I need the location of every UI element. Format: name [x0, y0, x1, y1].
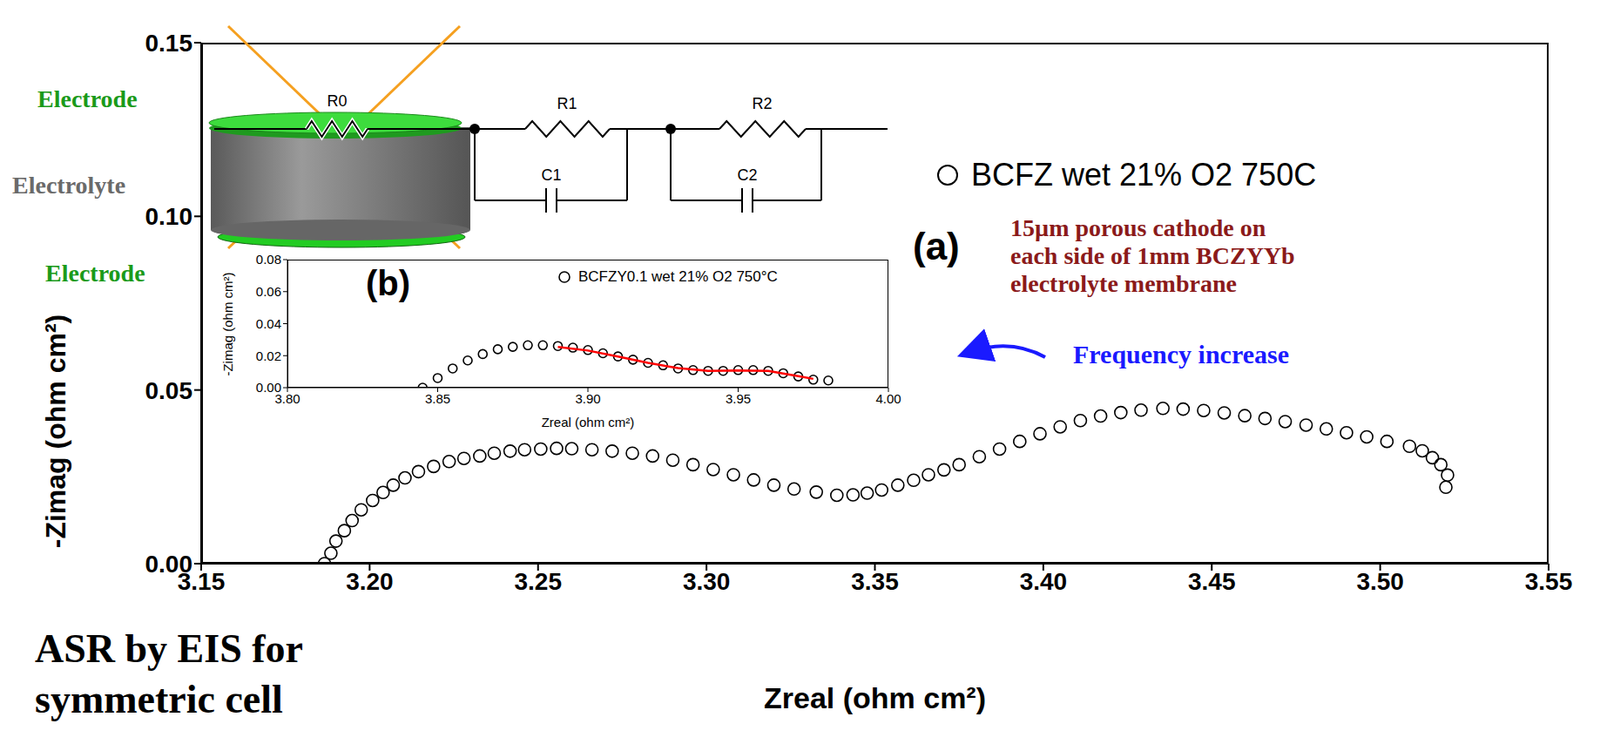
svg-text:R1: R1	[556, 94, 577, 113]
svg-text:3.45: 3.45	[1188, 567, 1236, 595]
svg-text:0.15: 0.15	[145, 29, 194, 57]
svg-text:R0: R0	[326, 92, 347, 110]
html-text:Zreal (ohm cm²): Zreal (ohm cm²)	[541, 414, 635, 430]
svg-text:C1: C1	[540, 166, 561, 184]
html-text:ASR by EIS for: ASR by EIS for	[34, 626, 304, 671]
svg-text:3.40: 3.40	[1019, 567, 1068, 595]
html-text:15µm porous cathode on: 15µm porous cathode on	[1010, 214, 1266, 242]
svg-text:0.02: 0.02	[256, 348, 282, 364]
html-text:each side of 1mm BCZYYb: each side of 1mm BCZYYb	[1010, 242, 1295, 270]
html-text:Electrolyte: Electrolyte	[12, 171, 126, 199]
svg-text:0.10: 0.10	[145, 202, 194, 230]
svg-text:3.95: 3.95	[725, 391, 751, 406]
svg-text:3.85: 3.85	[425, 391, 451, 406]
html-text:BCFZY0.1 wet 21% O2 750°C: BCFZY0.1 wet 21% O2 750°C	[578, 268, 778, 285]
svg-text:C2: C2	[736, 166, 757, 184]
svg-text:0.00: 0.00	[145, 550, 194, 578]
svg-text:3.55: 3.55	[1525, 567, 1573, 595]
html-text:-Zimag (ohm cm²): -Zimag (ohm cm²)	[40, 314, 72, 549]
svg-text:3.35: 3.35	[850, 567, 899, 595]
svg-text:3.30: 3.30	[682, 567, 731, 595]
svg-text:0.00: 0.00	[256, 379, 282, 395]
svg-text:3.25: 3.25	[514, 567, 563, 595]
svg-text:0.08: 0.08	[256, 251, 282, 267]
html-text:(a): (a)	[912, 224, 960, 268]
svg-text:3.50: 3.50	[1356, 567, 1405, 595]
svg-text:4.00: 4.00	[875, 391, 901, 406]
html-text:Zreal (ohm cm²): Zreal (ohm cm²)	[763, 681, 986, 715]
html-text:Electrode: Electrode	[45, 259, 146, 287]
html-text:electrolyte membrane: electrolyte membrane	[1010, 270, 1237, 298]
html-text:symmetric cell: symmetric cell	[34, 676, 283, 722]
svg-text:3.80: 3.80	[274, 390, 301, 406]
html-text:Frequency increase: Frequency increase	[1073, 339, 1290, 369]
html-text:(b): (b)	[365, 263, 411, 303]
svg-text:3.15: 3.15	[177, 567, 226, 595]
svg-text:0.05: 0.05	[145, 377, 194, 405]
html-text:Electrode: Electrode	[37, 85, 138, 113]
svg-text:R2: R2	[751, 94, 772, 113]
svg-text:3.90: 3.90	[574, 391, 601, 406]
html-text:-Zimag (ohm cm²): -Zimag (ohm cm²)	[220, 271, 236, 376]
html-text:BCFZ wet 21% O2 750C: BCFZ wet 21% O2 750C	[971, 156, 1317, 193]
svg-text:3.20: 3.20	[345, 567, 394, 595]
svg-text:0.06: 0.06	[256, 283, 282, 299]
svg-text:0.04: 0.04	[256, 316, 282, 331]
